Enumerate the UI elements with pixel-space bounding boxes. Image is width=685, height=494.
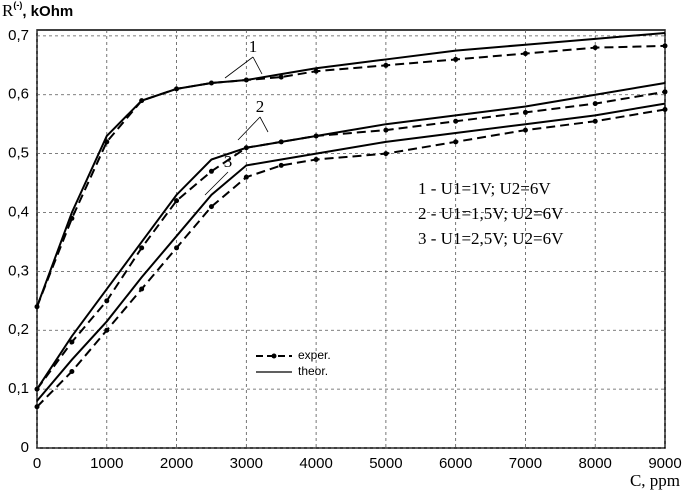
- x-tick-label: 2000: [160, 455, 193, 472]
- marker: [243, 174, 249, 180]
- marker: [592, 45, 598, 51]
- marker: [104, 327, 110, 333]
- x-tick-label: 4000: [299, 455, 332, 472]
- series-line: [36, 108, 666, 408]
- leader-line: [224, 56, 254, 79]
- x-tick-label: 6000: [439, 455, 472, 472]
- marker: [383, 151, 389, 157]
- marker: [139, 98, 145, 104]
- marker: [208, 168, 214, 174]
- x-tick-label: 7000: [509, 455, 542, 472]
- marker: [208, 204, 214, 210]
- marker: [34, 386, 40, 392]
- marker: [139, 286, 145, 292]
- y-tick-label: 0,3: [8, 262, 29, 279]
- marker: [453, 118, 459, 124]
- x-tick-label: 5000: [369, 455, 402, 472]
- y-tick-label: 0,7: [8, 27, 29, 44]
- x-tick-label: 0: [33, 455, 41, 472]
- marker: [174, 245, 180, 251]
- plot-frame: [36, 29, 666, 449]
- series-line: [36, 81, 666, 390]
- marker: [522, 51, 528, 57]
- marker: [104, 139, 110, 145]
- marker: [69, 368, 75, 374]
- y-tick-label: 0,5: [8, 145, 29, 162]
- marker: [174, 86, 180, 92]
- series-line: [36, 31, 666, 308]
- marker: [139, 245, 145, 251]
- marker: [34, 304, 40, 310]
- leader-line: [259, 116, 269, 133]
- marker: [453, 139, 459, 145]
- y-tick-label: 0: [21, 439, 29, 456]
- series-line: [36, 44, 666, 308]
- x-axis-label: C, ppm: [630, 471, 680, 490]
- marker: [278, 162, 284, 168]
- marker: [662, 43, 668, 49]
- marker: [69, 339, 75, 345]
- leader-line: [237, 116, 261, 141]
- marker: [662, 89, 668, 95]
- marker: [34, 404, 40, 410]
- marker: [104, 298, 110, 304]
- leader-line: [252, 56, 263, 75]
- note: 1 - U1=1V; U2=6V: [418, 179, 551, 198]
- x-tick-label: 8000: [579, 455, 612, 472]
- marker: [278, 139, 284, 145]
- series-line: [36, 90, 666, 390]
- legend-label: exper.: [298, 348, 331, 362]
- note: 2 - U1=1,5V; U2=6V: [418, 204, 564, 223]
- note: 3 - U1=2,5V; U2=6V: [418, 229, 564, 248]
- marker: [278, 74, 284, 80]
- marker: [383, 127, 389, 133]
- x-tick-label: 3000: [230, 455, 263, 472]
- marker: [313, 157, 319, 163]
- legend-label: theor.: [298, 364, 328, 378]
- curve-label: 1: [249, 37, 258, 56]
- marker: [522, 127, 528, 133]
- y-tick-label: 0,4: [8, 203, 29, 220]
- x-tick-label: 9000: [648, 455, 681, 472]
- marker: [453, 56, 459, 62]
- y-tick-label: 0,6: [8, 86, 29, 103]
- marker: [383, 62, 389, 68]
- x-tick-label: 1000: [90, 455, 123, 472]
- marker: [313, 133, 319, 139]
- marker: [522, 109, 528, 115]
- marker: [174, 198, 180, 204]
- y-tick-label: 0,1: [8, 380, 29, 397]
- marker: [592, 101, 598, 107]
- marker: [662, 106, 668, 112]
- marker: [69, 215, 75, 221]
- legend-marker: [271, 353, 277, 359]
- leader-line: [204, 171, 229, 196]
- marker: [208, 80, 214, 86]
- marker: [313, 68, 319, 74]
- y-tick-label: 0,2: [8, 321, 29, 338]
- marker: [592, 118, 598, 124]
- curve-label: 2: [256, 97, 265, 116]
- marker: [243, 145, 249, 151]
- marker: [243, 77, 249, 83]
- y-axis-label: R(-), kOhm: [2, 0, 73, 20]
- curve-label: 3: [224, 152, 233, 171]
- series-line: [36, 102, 666, 402]
